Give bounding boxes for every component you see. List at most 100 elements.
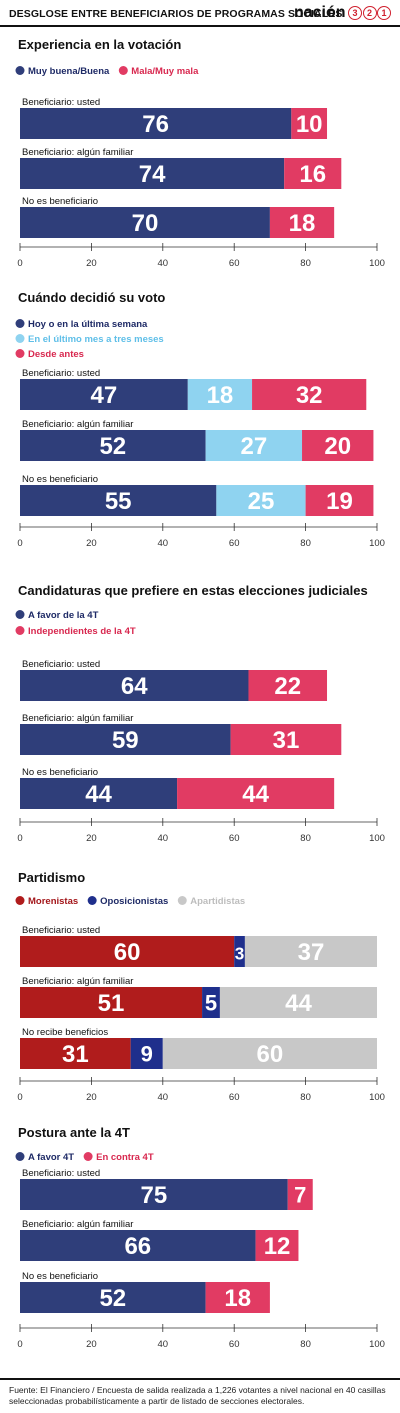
bar-segment [177,778,335,809]
data-label: 7 [294,1182,306,1207]
legend-swatch-icon [15,66,25,75]
data-label: 31 [273,727,300,754]
legend-swatch-icon [118,66,128,75]
x-tick-label: 80 [300,258,311,269]
bar-segment [20,936,235,967]
x-tick-label: 40 [158,1092,169,1103]
bar-segment [219,987,377,1018]
bar-segment [20,158,285,189]
data-label: 10 [296,111,323,138]
data-label: 5 [205,990,217,1015]
row-label: No es beneficiario [22,474,98,485]
row-label: Beneficiario: usted [22,97,100,108]
bar-segment [20,1038,131,1069]
data-label: 44 [285,990,312,1017]
legend-swatch-icon [83,1152,93,1161]
x-tick-label: 100 [369,1092,385,1103]
row-label: Beneficiario: usted [22,659,100,670]
page-footer: Fuente: El Financiero / Encuesta de sali… [0,1378,400,1413]
x-tick-label: 100 [369,538,385,549]
bar-segment [305,485,374,516]
data-label: 37 [298,939,325,966]
data-label: 31 [62,1041,89,1068]
row-label: Beneficiario: usted [22,368,100,379]
legend-swatch-icon [15,349,25,358]
logo-digit-2: 2 [362,6,377,20]
x-tick-label: 20 [86,1092,97,1103]
data-label: 18 [224,1285,251,1312]
page-title: DESGLOSE ENTRE BENEFICIARIOS DE PROGRAMA… [9,8,343,20]
legend-item-muy-buena-buena: Muy buena/Buena [28,66,110,77]
bar-segment [230,724,342,755]
legend-swatch-icon [15,626,25,635]
data-label: 52 [99,433,126,460]
bar-segment [20,379,188,410]
legend-swatch-icon [15,610,25,619]
bar-segment [20,1282,206,1313]
bar-segment [205,1282,270,1313]
logo-digit-3: 3 [348,6,362,20]
data-label: 3 [235,943,245,963]
row-label: No es beneficiario [22,196,98,207]
x-tick-label: 20 [86,538,97,549]
x-tick-label: 60 [229,538,240,549]
legend-item-mala-muy-mala: Mala/Muy mala [131,66,199,77]
x-tick-label: 40 [158,833,169,844]
nacion-321-logo: nación 3 2 1 [294,3,391,23]
data-label: 32 [296,382,323,409]
data-label: 52 [99,1285,126,1312]
data-label: 18 [207,382,234,409]
bar-segment [234,936,245,967]
row-label: No recibe beneficios [22,1027,108,1038]
data-label: 60 [114,939,141,966]
row-label: Beneficiario: algún familiar [22,147,133,158]
x-tick-label: 0 [17,833,22,844]
legend-item-desde-antes: Desde antes [28,349,84,360]
bar-segment [252,379,367,410]
x-tick-label: 100 [369,258,385,269]
x-tick-label: 80 [300,1339,311,1350]
legend-item-a-favor-4t: A favor 4T [28,1152,74,1163]
legend-item-a-favor-de-la-4t: A favor de la 4T [28,610,99,621]
bar-segment [20,108,292,139]
bar-segment [302,430,374,461]
bar-segment [20,430,206,461]
legend-item-morenistas: Morenistas [28,896,78,907]
bar-segment [20,207,270,238]
x-tick-label: 100 [369,833,385,844]
data-label: 55 [105,488,132,515]
x-tick-label: 40 [158,538,169,549]
data-label: 25 [248,488,275,515]
legend-swatch-icon [15,1152,25,1161]
data-label: 74 [139,161,166,188]
source-note: Fuente: El Financiero / Encuesta de sali… [9,1385,386,1406]
chart-title: Candidaturas que prefiere en estas elecc… [18,583,368,598]
bar-segment [130,1038,163,1069]
legend-swatch-icon [177,896,187,905]
x-tick-label: 80 [300,833,311,844]
row-label: Beneficiario: usted [22,1168,100,1179]
bar-segment [187,379,253,410]
x-tick-label: 0 [17,1092,22,1103]
data-label: 64 [121,673,148,700]
row-label: Beneficiario: algún familiar [22,419,133,430]
logo-word: nación [293,4,346,21]
bar-segment [269,207,335,238]
bar-segment [284,158,342,189]
bar-segment [291,108,328,139]
data-label: 59 [112,727,139,754]
bar-segment [20,724,231,755]
x-tick-label: 20 [86,1339,97,1350]
data-label: 51 [98,990,125,1017]
legend-item-en-el-ultimo-mes-a-tres-meses: En el último mes a tres meses [28,334,164,345]
x-tick-label: 40 [158,1339,169,1350]
bar-segment [20,987,203,1018]
data-label: 60 [257,1041,284,1068]
x-tick-label: 60 [229,1339,240,1350]
x-tick-label: 0 [17,258,22,269]
data-label: 9 [141,1041,153,1066]
chart-title: Partidismo [18,870,85,885]
data-label: 27 [240,433,267,460]
data-label: 75 [141,1182,168,1209]
bar-segment [20,670,249,701]
